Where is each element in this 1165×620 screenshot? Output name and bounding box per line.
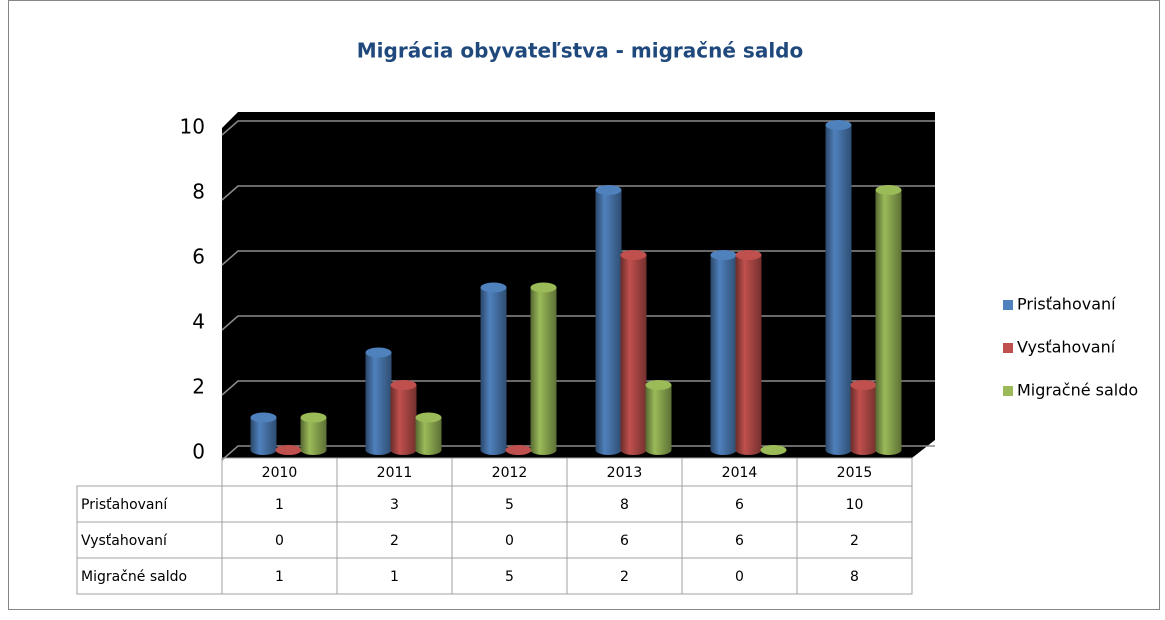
bar-top (710, 250, 737, 260)
y-tick-label: 2 (192, 375, 205, 399)
bar-top (365, 347, 392, 358)
grid-line (221, 185, 935, 201)
bar-top (250, 412, 277, 423)
bar-top (735, 250, 762, 260)
bar-top (875, 185, 902, 195)
bar (735, 255, 762, 455)
table-value: 6 (735, 533, 744, 549)
table-value: 6 (620, 533, 629, 549)
table-value: 2 (850, 533, 859, 549)
bar (250, 417, 277, 455)
bar-top (760, 445, 787, 455)
y-tick-label: 4 (192, 310, 205, 334)
bar-top (275, 445, 302, 455)
bar (875, 190, 902, 455)
bar (595, 190, 622, 455)
bar (710, 255, 737, 455)
bar-top (300, 412, 327, 423)
bar (645, 385, 672, 455)
y-tick-label: 6 (192, 245, 205, 269)
bar (365, 352, 392, 455)
bar-top (505, 445, 532, 455)
bar (530, 287, 557, 455)
table-category: 2011 (377, 465, 413, 481)
legend-label: Vysťahovaní (1017, 338, 1116, 357)
grid-line (221, 315, 935, 331)
legend-swatch (1003, 343, 1013, 353)
table-series-name: Migračné saldo (81, 569, 187, 585)
bar (415, 417, 442, 455)
bar-top (415, 412, 442, 423)
table-body-box (76, 485, 913, 595)
legend-label: Prisťahovaní (1017, 295, 1116, 314)
bar (850, 385, 877, 455)
table-category: 2010 (262, 465, 298, 481)
bar-top (595, 185, 622, 195)
legend-swatch (1003, 386, 1013, 396)
bar (825, 125, 852, 455)
table-value: 5 (505, 569, 514, 585)
legend-label: Migračné saldo (1017, 381, 1138, 400)
table-value: 6 (735, 497, 744, 513)
table-value: 8 (850, 569, 859, 585)
y-tick-label: 8 (192, 180, 205, 204)
table-value: 0 (505, 533, 514, 549)
bar-top (825, 120, 852, 130)
table-value: 3 (390, 497, 399, 513)
bar-top (850, 380, 877, 390)
table-value: 10 (846, 497, 864, 513)
grid-line (221, 250, 935, 266)
table-series-name: Prisťahovaní (81, 497, 168, 513)
table-category: 2012 (492, 465, 528, 481)
table-value: 2 (620, 569, 629, 585)
table-value: 0 (735, 569, 744, 585)
y-tick-label: 0 (192, 440, 205, 464)
bar (300, 417, 327, 455)
table-value: 1 (275, 569, 284, 585)
y-tick-label: 10 (180, 115, 205, 139)
table-category: 2015 (837, 465, 873, 481)
chart-title: Migrácia obyvateľstva - migračné saldo (357, 39, 803, 63)
table-category: 2014 (722, 465, 758, 481)
grid-line (221, 380, 935, 396)
grid-line (221, 120, 935, 136)
bar-top (530, 282, 557, 293)
bar (480, 287, 507, 455)
bar (390, 385, 417, 455)
table-value: 1 (275, 497, 284, 513)
table-series-name: Vysťahovaní (81, 533, 168, 549)
table-category: 2013 (607, 465, 643, 481)
table-value: 2 (390, 533, 399, 549)
table-value: 0 (275, 533, 284, 549)
table-value: 8 (620, 497, 629, 513)
bar-top (480, 282, 507, 293)
table-value: 1 (390, 569, 399, 585)
bar-top (620, 250, 647, 260)
table-value: 5 (505, 497, 514, 513)
bar-top (645, 380, 672, 390)
bar-top (390, 380, 417, 390)
grid-line (221, 445, 935, 461)
legend-swatch (1003, 300, 1013, 310)
bar (620, 255, 647, 455)
